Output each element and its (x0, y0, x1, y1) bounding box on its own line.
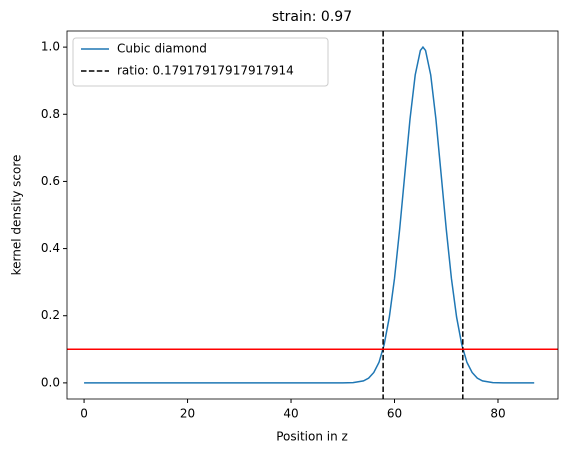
y-axis-label: kernel density score (10, 155, 24, 276)
x-tick-label: 60 (387, 407, 402, 421)
x-axis-label: Position in z (276, 430, 348, 444)
x-tick-label: 40 (283, 407, 298, 421)
y-tick-label: 0.8 (41, 107, 60, 121)
y-tick-label: 0.6 (41, 174, 60, 188)
y-tick-label: 0.0 (41, 375, 60, 389)
y-tick-label: 1.0 (41, 40, 60, 54)
y-tick-label: 0.4 (41, 241, 60, 255)
x-tick-label: 20 (180, 407, 195, 421)
line-series (84, 45, 535, 384)
x-tick-label: 0 (80, 407, 88, 421)
x-tick-label: 80 (490, 407, 505, 421)
chart-title: strain: 0.97 (272, 9, 352, 25)
plot-frame (66, 30, 559, 400)
y-tick-label: 0.2 (41, 308, 60, 322)
legend-label: Cubic diamond (117, 42, 207, 56)
legend-label: ratio: 0.17917917917917914 (117, 64, 294, 78)
legend-box (72, 37, 329, 87)
